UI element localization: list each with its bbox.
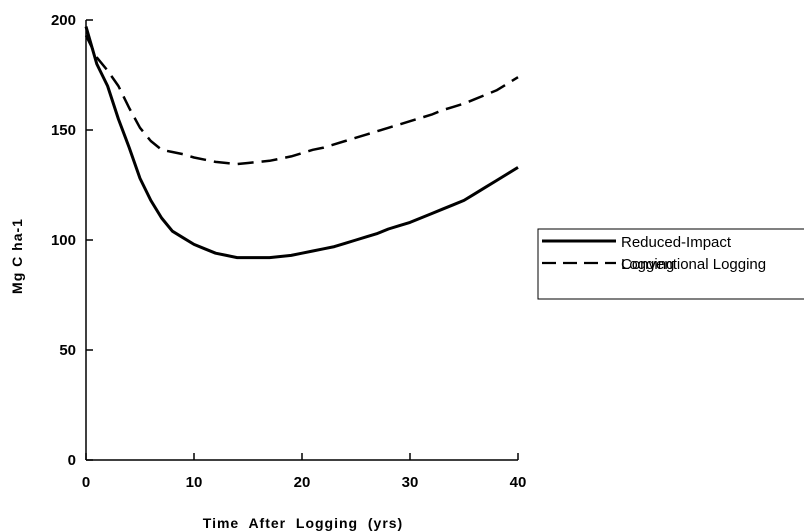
series-line-reduced-impact [84, 26, 519, 260]
y-tick-label-150: 150 [51, 122, 76, 139]
x-axis-title: Time After Logging (yrs) [203, 515, 403, 531]
y-tick-label-100: 100 [51, 232, 76, 249]
x-ticks: 0 10 20 30 40 [82, 453, 527, 491]
y-tick-label-50: 50 [59, 342, 76, 359]
legend: Reduced-Impact Logging Conventional Logg… [537, 228, 804, 300]
plot-area [84, 26, 519, 260]
x-tick-label-10: 10 [186, 474, 203, 491]
legend-label-conventional: Conventional Logging [621, 256, 766, 273]
legend-label-reduced-impact-line2: Logging [621, 256, 674, 273]
x-tick-label-30: 30 [402, 474, 419, 491]
x-tick-label-40: 40 [510, 474, 527, 491]
x-tick-label-20: 20 [294, 474, 311, 491]
legend-label-reduced-impact-line1: Reduced-Impact [621, 234, 732, 251]
y-tick-label-200: 200 [51, 12, 76, 29]
y-ticks: 0 50 100 150 200 [51, 12, 93, 469]
axes [85, 20, 518, 461]
series-line-conventional [84, 34, 519, 166]
x-tick-label-0: 0 [82, 474, 90, 491]
y-tick-label-0: 0 [68, 452, 76, 469]
y-axis-title: Mg C ha-1 [9, 218, 25, 294]
